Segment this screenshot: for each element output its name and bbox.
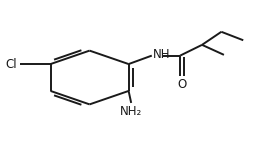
Text: O: O bbox=[178, 78, 187, 91]
Text: Cl: Cl bbox=[5, 58, 17, 71]
Text: NH₂: NH₂ bbox=[120, 105, 142, 118]
Text: NH: NH bbox=[153, 48, 171, 61]
